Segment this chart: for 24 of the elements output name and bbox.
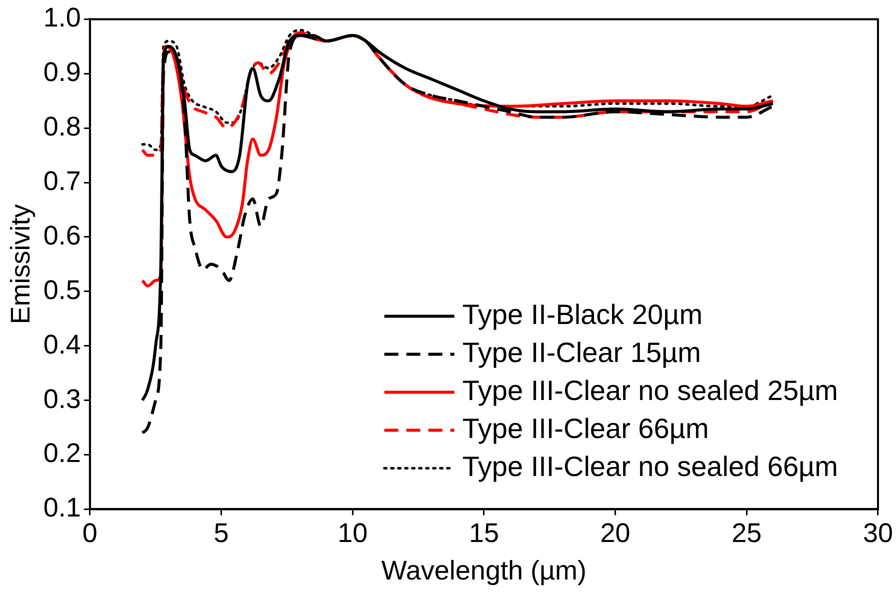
x-tick-label: 20 — [600, 518, 630, 548]
legend-label: Type III-Clear no sealed 66µm — [462, 450, 838, 482]
y-axis-title: Emissivity — [6, 204, 36, 324]
x-axis-title: Wavelength (µm) — [381, 555, 587, 586]
legend-label: Type III-Clear no sealed 25µm — [462, 374, 838, 406]
y-tick-label: 0.3 — [43, 384, 81, 414]
x-tick-label: 5 — [214, 518, 229, 548]
x-tick-label: 25 — [732, 518, 762, 548]
y-tick-label: 1.0 — [43, 2, 81, 33]
legend-label: Type II-Black 20µm — [462, 298, 703, 330]
y-tick-label: 0.4 — [43, 329, 81, 360]
legend-label: Type III-Clear 66µm — [462, 412, 709, 444]
x-tick-label: 10 — [338, 518, 368, 548]
y-tick-label: 0.1 — [43, 492, 81, 523]
x-tick-label: 15 — [468, 518, 499, 548]
y-tick-label: 0.6 — [43, 220, 81, 250]
y-tick-label: 0.5 — [43, 274, 81, 305]
y-tick-label: 0.7 — [43, 166, 81, 196]
y-tick-label: 0.2 — [43, 438, 81, 468]
y-tick-label: 0.8 — [43, 112, 81, 142]
legend-label: Type II-Clear 15µm — [462, 336, 701, 368]
x-tick-label: 0 — [82, 518, 98, 548]
x-tick-label: 30 — [862, 518, 894, 548]
y-tick-label: 0.9 — [43, 57, 81, 88]
